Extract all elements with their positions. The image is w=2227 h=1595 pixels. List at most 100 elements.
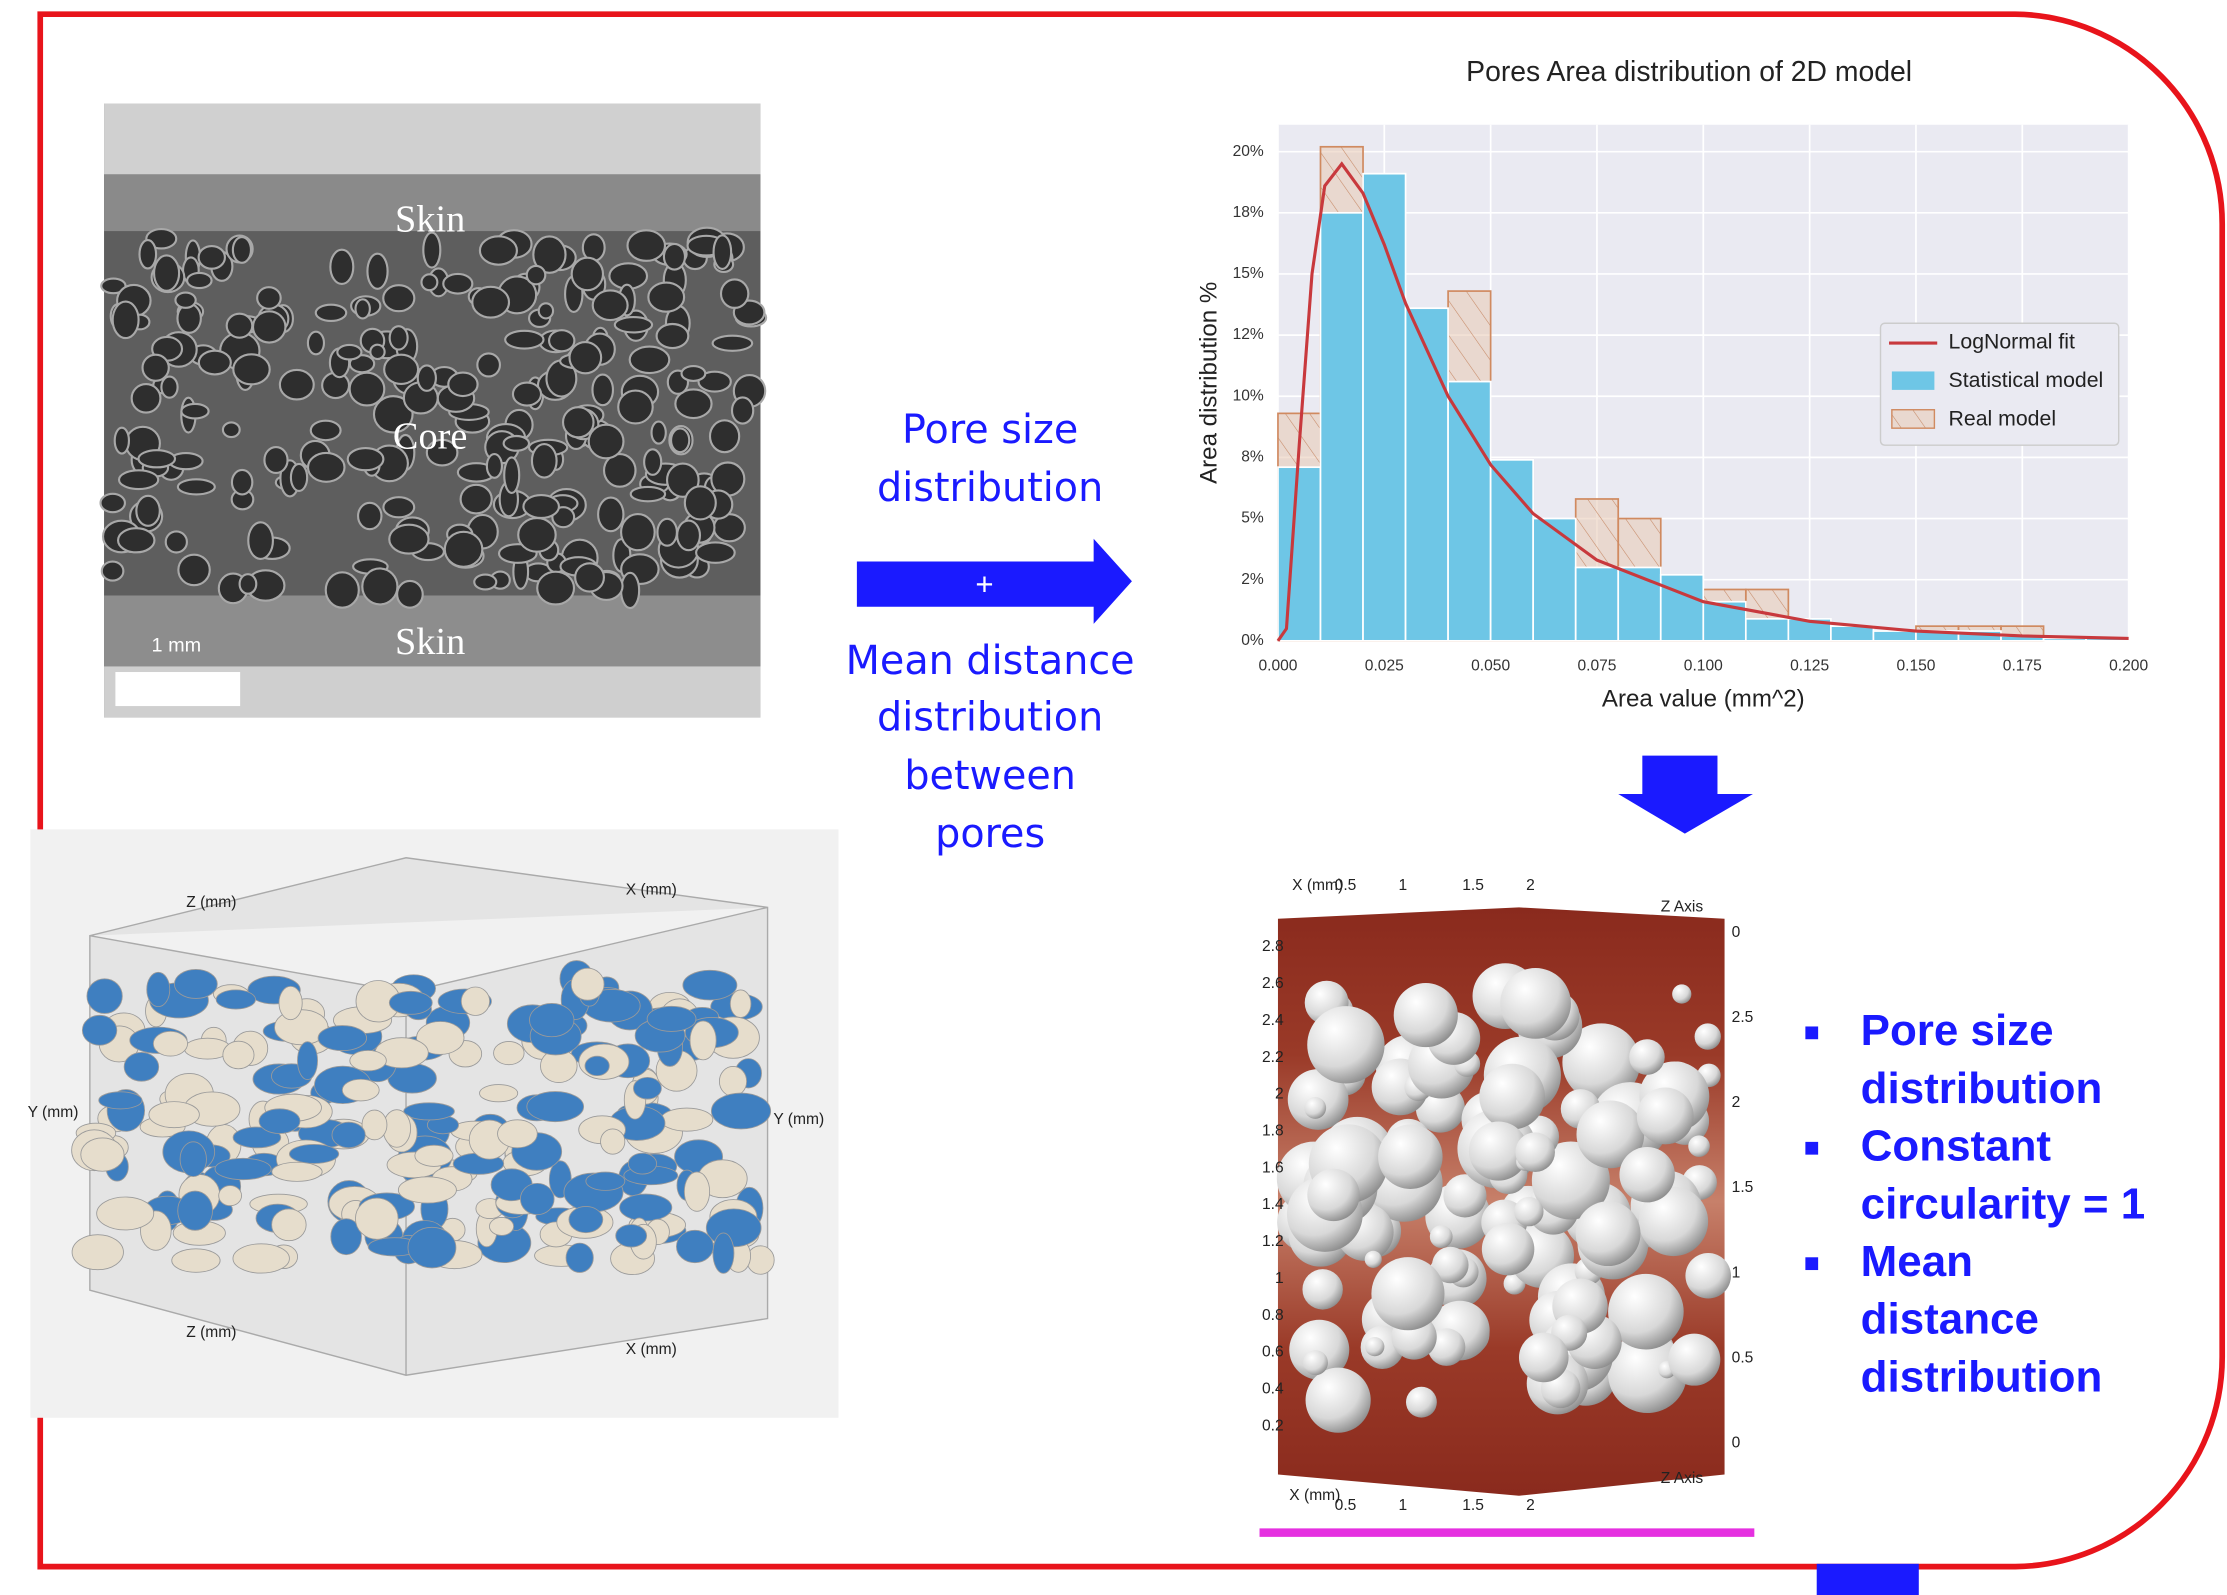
pore [537,572,574,605]
x-tick-label: 0.075 [1577,657,1616,674]
pore-blob [489,1217,513,1235]
pore-blob [279,986,302,1019]
pore [671,428,689,452]
pore [248,522,273,559]
flow-label: distribution [877,695,1103,741]
pore [714,235,732,269]
pore [370,345,384,359]
y-tick-label: 12% [1233,326,1264,343]
pore-blob [683,970,737,1000]
axis-title: Y (mm) [773,1111,824,1128]
pore [257,287,281,309]
y-tick-label: 8% [1241,449,1264,466]
y-tick-label: 15% [1233,265,1264,282]
down-arrow [1618,756,1753,834]
tick-label: 0.5 [1335,1497,1357,1514]
pore [448,373,477,396]
tick-label: 2.6 [1262,975,1284,992]
pore [593,290,628,320]
tick-label: 2 [1732,1094,1741,1111]
pore [154,255,179,290]
pore-blob [719,1066,746,1096]
tick-label: 1 [1732,1264,1741,1281]
pore [113,302,139,339]
pore [178,555,209,586]
pore-blob [216,990,255,1009]
pore [696,542,735,562]
pore-blob [318,1026,367,1051]
pore [421,274,437,290]
pore-blob [259,1109,300,1134]
histogram-bar [1618,567,1661,640]
pore [682,366,706,381]
axis-title: Z (mm) [186,1324,236,1341]
pore-blob [586,1172,625,1190]
pore [253,311,285,342]
histogram-bar [1278,467,1321,641]
pore [136,496,159,526]
tick-label: 1.2 [1262,1233,1284,1250]
tick-label: 1.5 [1462,1497,1484,1514]
pore-blob [215,1158,271,1179]
tick-label: 0.5 [1732,1349,1754,1366]
bullet-text: circularity = 1 [1861,1179,2146,1228]
sphere [1365,1337,1384,1356]
legend-label: Statistical model [1949,368,2104,392]
tick-label: 2.2 [1262,1049,1284,1066]
tick-label: 1.4 [1262,1196,1284,1213]
pore [367,254,387,289]
pore [166,531,187,552]
core-label: Core [393,415,467,457]
pore [621,514,655,550]
left-3d-model [30,829,838,1417]
pore-blob [730,990,751,1018]
pore [102,562,124,581]
pore-blob [172,1249,220,1272]
pore [384,355,418,384]
pore [308,332,324,355]
pore-blob [272,1209,307,1241]
pore [118,528,154,552]
pore [664,244,685,270]
pore [383,285,414,311]
pore-blob [81,1138,124,1171]
histogram-bar [1448,382,1491,641]
pore-blob [498,1120,538,1148]
bullet-text: distribution [1861,1064,2103,1113]
pore [161,377,177,398]
x-tick-label: 0.150 [1896,657,1935,674]
tick-label: 1.5 [1462,877,1484,894]
pore [383,497,414,517]
pore [227,314,253,338]
plus: + [975,567,993,602]
pore [223,422,240,437]
tick-label: 2 [1526,1497,1535,1514]
pore-blob [415,1145,453,1166]
sphere [1688,1135,1710,1157]
pore-blob [350,1050,387,1070]
pore-blob [297,1042,317,1080]
sphere [1500,968,1571,1039]
y-tick-label: 2% [1241,571,1264,588]
histogram-bar [1320,213,1363,641]
sphere [1576,1201,1641,1266]
y-tick-label: 20% [1233,143,1264,160]
pore-blob [332,1122,365,1148]
chart-title: Pores Area distribution of 2D model [1466,56,1912,88]
tick-label: 0.8 [1262,1307,1284,1324]
pore [487,454,502,478]
pore [527,266,546,284]
pore-blob [99,1092,142,1109]
pore [178,479,215,494]
sphere [1672,984,1691,1003]
x-axis-label: Area value (mm^2) [1602,686,1805,713]
pore-blob [82,1015,116,1045]
pore [523,495,558,518]
bullet-text: Pore size [1861,1006,2054,1055]
sphere [1637,1088,1694,1145]
pore-blob [362,1110,387,1140]
y-tick-label: 18% [1233,204,1264,221]
pore [563,407,594,437]
bullet-list: Pore sizedistributionConstantcircularity… [1805,1006,2145,1401]
pore [549,330,574,351]
